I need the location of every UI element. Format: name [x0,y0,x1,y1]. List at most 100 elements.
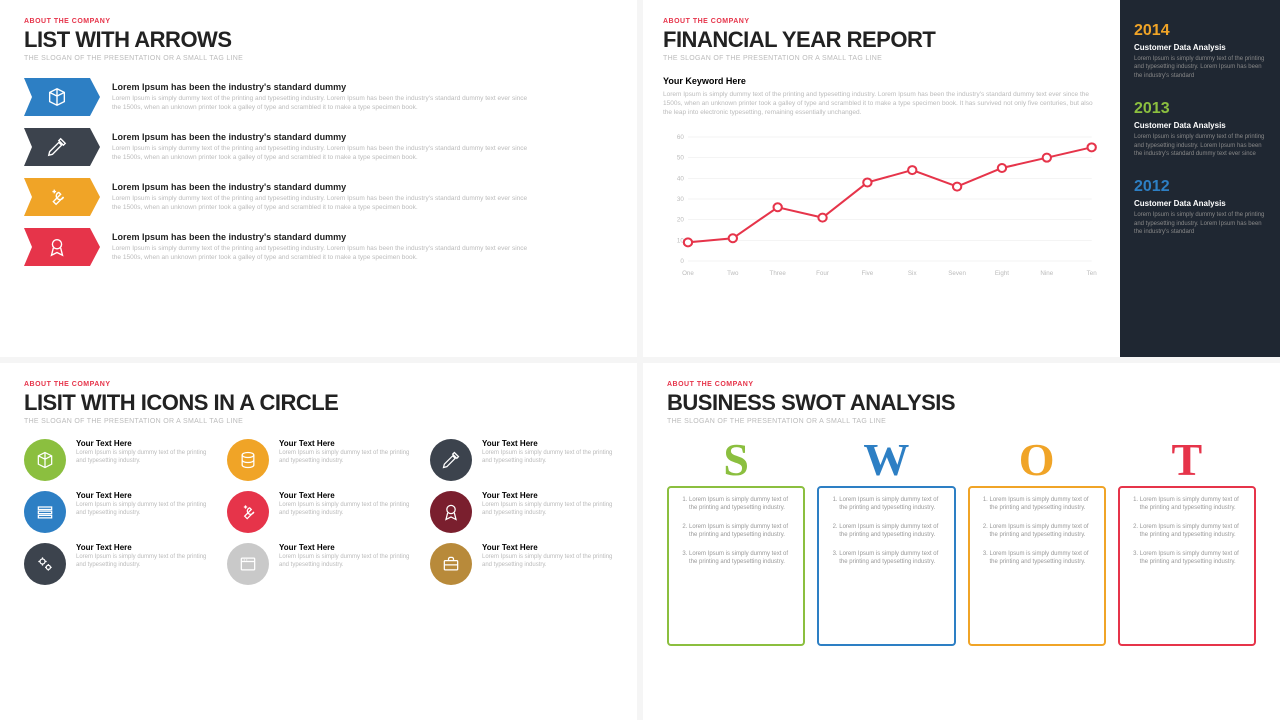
swot-point: Lorem Ipsum is simply dummy text of the … [689,523,795,540]
year-body: Lorem Ipsum is simply dummy text of the … [1134,211,1266,236]
item-body: Lorem Ipsum is simply dummy text of the … [482,502,613,518]
item-body: Lorem Ipsum is simply dummy text of the … [279,450,410,466]
item-heading: Your Text Here [76,439,207,448]
ribbon-icon [24,228,90,266]
swot-column-o: O Lorem Ipsum is simply dummy text of th… [968,433,1106,646]
pencil-ruler-icon [430,439,472,481]
item-heading: Your Text Here [76,543,207,552]
swot-point: Lorem Ipsum is simply dummy text of the … [839,550,945,567]
arrow-item: Lorem Ipsum has been the industry's stan… [24,128,613,166]
item-heading: Your Text Here [279,543,410,552]
kicker: ABOUT THE COMPANY [24,381,613,388]
item-heading: Your Text Here [482,491,613,500]
item-body: Lorem Ipsum is simply dummy text of the … [76,450,207,466]
swot-box: Lorem Ipsum is simply dummy text of the … [817,486,955,646]
item-body: Lorem Ipsum is simply dummy text of the … [112,144,532,162]
swot-box: Lorem Ipsum is simply dummy text of the … [667,486,805,646]
circle-item: Your Text Here Lorem Ipsum is simply dum… [24,491,207,533]
slogan: THE SLOGAN OF THE PRESENTATION OR A SMAL… [24,418,613,425]
swot-point: Lorem Ipsum is simply dummy text of the … [839,496,945,513]
slogan: THE SLOGAN OF THE PRESENTATION OR A SMAL… [24,55,613,62]
swot-point: Lorem Ipsum is simply dummy text of the … [1140,523,1246,540]
swot-letter: O [968,433,1106,486]
title: FINANCIAL YEAR REPORT [663,27,1100,53]
item-heading: Lorem Ipsum has been the industry's stan… [112,82,532,92]
panel-list-arrows: ABOUT THE COMPANY LIST WITH ARROWS THE S… [0,0,637,357]
swot-point: Lorem Ipsum is simply dummy text of the … [1140,496,1246,513]
svg-text:0: 0 [680,258,684,265]
svg-text:40: 40 [677,176,685,183]
kicker: ABOUT THE COMPANY [667,381,1256,388]
svg-text:One: One [682,270,694,277]
svg-text:Two: Two [727,270,739,277]
year-number: 2014 [1134,22,1266,40]
item-body: Lorem Ipsum is simply dummy text of the … [112,244,532,262]
item-body: Lorem Ipsum is simply dummy text of the … [76,554,207,570]
circle-item: Your Text Here Lorem Ipsum is simply dum… [430,439,613,481]
kicker: ABOUT THE COMPANY [24,18,613,25]
swot-letter: T [1118,433,1256,486]
circle-item: Your Text Here Lorem Ipsum is simply dum… [227,543,410,585]
item-body: Lorem Ipsum is simply dummy text of the … [112,94,532,112]
item-body: Lorem Ipsum is simply dummy text of the … [482,554,613,570]
svg-text:Ten: Ten [1087,270,1097,277]
item-heading: Lorem Ipsum has been the industry's stan… [112,232,532,242]
kicker: ABOUT THE COMPANY [663,18,1100,25]
circle-item: Your Text Here Lorem Ipsum is simply dum… [24,439,207,481]
swot-point: Lorem Ipsum is simply dummy text of the … [990,496,1096,513]
year-block: 2012 Customer Data Analysis Lorem Ipsum … [1134,178,1266,236]
item-body: Lorem Ipsum is simply dummy text of the … [279,502,410,518]
svg-text:Five: Five [862,270,874,277]
year-subtitle: Customer Data Analysis [1134,121,1266,130]
svg-text:30: 30 [677,196,685,203]
item-body: Lorem Ipsum is simply dummy text of the … [112,194,532,212]
svg-text:Eight: Eight [995,270,1010,277]
svg-text:Nine: Nine [1040,270,1053,277]
item-heading: Your Text Here [279,439,410,448]
year-subtitle: Customer Data Analysis [1134,199,1266,208]
panel-financial: ABOUT THE COMPANY FINANCIAL YEAR REPORT … [643,0,1280,357]
year-body: Lorem Ipsum is simply dummy text of the … [1134,133,1266,158]
keyword-heading: Your Keyword Here [663,76,1100,86]
item-heading: Lorem Ipsum has been the industry's stan… [112,132,532,142]
year-block: 2014 Customer Data Analysis Lorem Ipsum … [1134,22,1266,80]
svg-text:60: 60 [677,134,685,141]
slogan: THE SLOGAN OF THE PRESENTATION OR A SMAL… [663,55,1100,62]
swot-point: Lorem Ipsum is simply dummy text of the … [990,523,1096,540]
circle-item: Your Text Here Lorem Ipsum is simply dum… [227,491,410,533]
arrow-item: Lorem Ipsum has been the industry's stan… [24,178,613,216]
item-heading: Your Text Here [76,491,207,500]
ribbon-icon [430,491,472,533]
item-body: Lorem Ipsum is simply dummy text of the … [482,450,613,466]
year-number: 2012 [1134,178,1266,196]
circle-item: Your Text Here Lorem Ipsum is simply dum… [227,439,410,481]
swot-letter: W [817,433,955,486]
books-icon [24,491,66,533]
swot-point: Lorem Ipsum is simply dummy text of the … [1140,550,1246,567]
swot-column-s: S Lorem Ipsum is simply dummy text of th… [667,433,805,646]
slogan: THE SLOGAN OF THE PRESENTATION OR A SMAL… [667,418,1256,425]
arrow-item: Lorem Ipsum has been the industry's stan… [24,228,613,266]
svg-text:Three: Three [770,270,787,277]
item-heading: Your Text Here [482,439,613,448]
item-body: Lorem Ipsum is simply dummy text of the … [279,554,410,570]
pencil-ruler-icon [24,128,90,166]
swot-box: Lorem Ipsum is simply dummy text of the … [1118,486,1256,646]
item-heading: Your Text Here [279,491,410,500]
year-body: Lorem Ipsum is simply dummy text of the … [1134,55,1266,80]
item-heading: Lorem Ipsum has been the industry's stan… [112,182,532,192]
year-sidebar: 2014 Customer Data Analysis Lorem Ipsum … [1120,0,1280,357]
swot-point: Lorem Ipsum is simply dummy text of the … [990,550,1096,567]
window-icon [227,543,269,585]
swot-letter: S [667,433,805,486]
chart-description: Lorem Ipsum is simply dummy text of the … [663,90,1100,117]
svg-text:50: 50 [677,155,685,162]
svg-text:Six: Six [908,270,917,277]
title: LIST WITH ARROWS [24,27,613,53]
briefcase-icon [430,543,472,585]
swot-point: Lorem Ipsum is simply dummy text of the … [689,550,795,567]
arrow-item: Lorem Ipsum has been the industry's stan… [24,78,613,116]
svg-text:Seven: Seven [948,270,966,277]
swot-column-t: T Lorem Ipsum is simply dummy text of th… [1118,433,1256,646]
line-chart: 0102030405060OneTwoThreeFourFiveSixSeven… [663,129,1100,279]
